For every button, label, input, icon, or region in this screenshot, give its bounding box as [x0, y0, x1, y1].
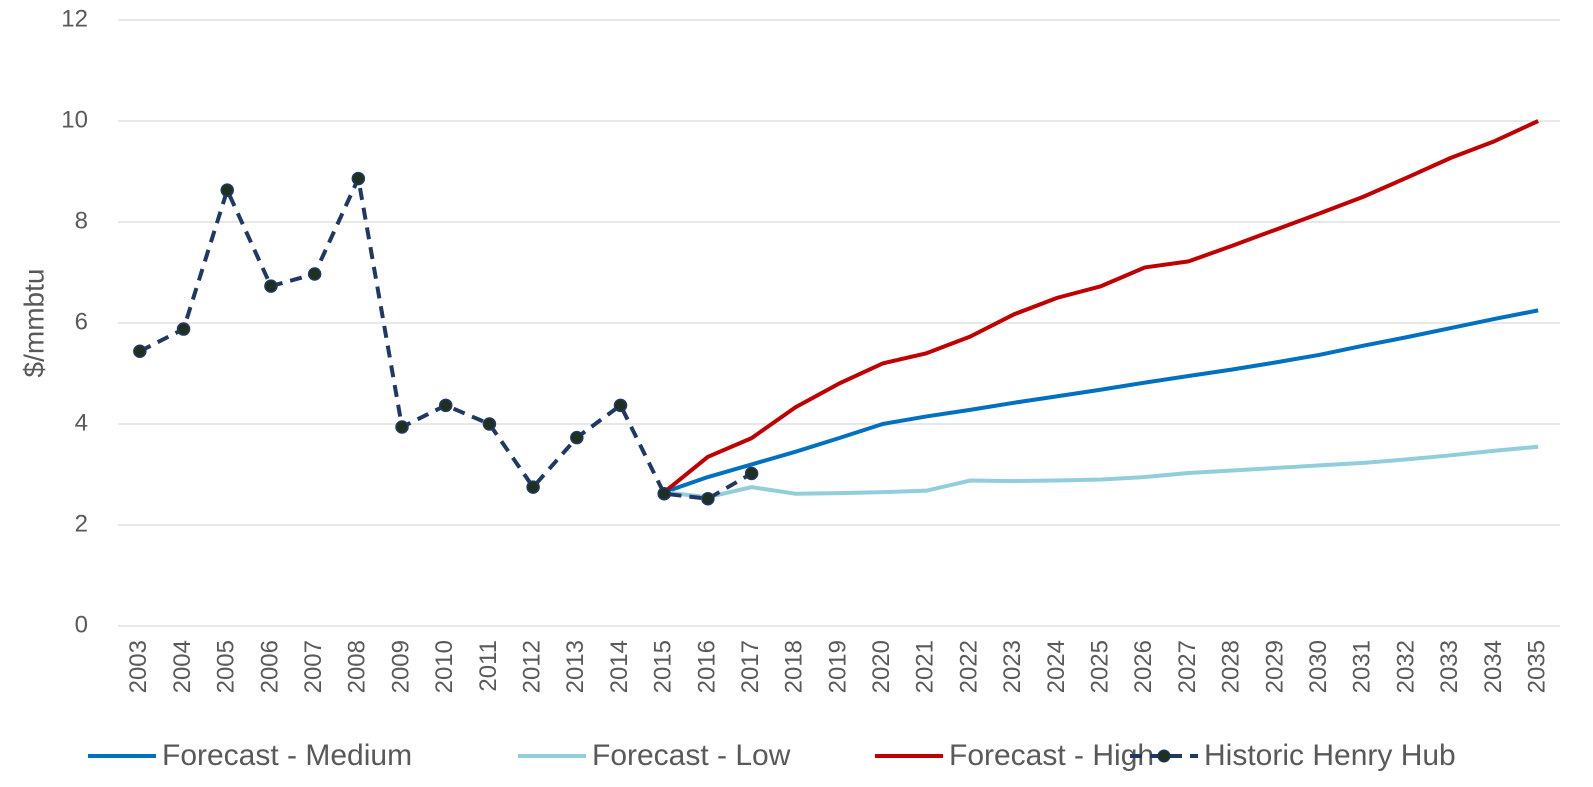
x-tick-label: 2006	[256, 640, 283, 693]
point-marker	[220, 183, 234, 197]
y-tick-label: 10	[61, 106, 88, 133]
point-marker	[395, 420, 409, 434]
series-line	[662, 119, 1539, 494]
x-tick-label: 2029	[1261, 640, 1288, 693]
legend-item: Historic Henry Hub	[1130, 739, 1456, 772]
x-tick-label: 2032	[1392, 640, 1419, 693]
x-tick-label: 2021	[912, 640, 939, 693]
x-tick-label: 2026	[1130, 640, 1157, 693]
legend-label: Forecast - High	[949, 739, 1154, 772]
point-marker	[133, 344, 147, 359]
x-tick-label: 2010	[431, 640, 458, 693]
x-tick-label: 2003	[125, 640, 152, 693]
x-tick-label: 2016	[693, 640, 720, 693]
point-marker	[482, 417, 497, 431]
x-tick-label: 2009	[387, 640, 414, 693]
x-tick-label: 2020	[868, 640, 895, 693]
y-tick-label: 4	[75, 409, 88, 436]
legend-label: Historic Henry Hub	[1204, 739, 1456, 772]
x-tick-label: 2034	[1480, 640, 1507, 693]
x-tick-label: 2023	[999, 640, 1026, 693]
point-marker	[526, 480, 540, 494]
x-tick-label: 2031	[1349, 640, 1376, 693]
point-marker	[264, 279, 278, 293]
series-line	[663, 444, 1539, 500]
x-tick-label: 2004	[169, 640, 196, 693]
point-marker	[176, 322, 191, 336]
legend-marker	[1157, 749, 1171, 763]
x-tick-label: 2024	[1043, 640, 1070, 693]
x-tick-label: 2030	[1305, 640, 1332, 693]
legend-label: Forecast - Medium	[162, 739, 412, 772]
x-tick-label: 2022	[955, 640, 982, 693]
y-tick-label: 0	[75, 611, 88, 638]
point-marker	[438, 398, 453, 413]
legend-item: Forecast - Low	[518, 739, 791, 772]
x-tick-label: 2018	[781, 640, 808, 693]
y-tick-label: 2	[75, 510, 88, 537]
y-axis-label: $/mmbtu	[18, 269, 49, 378]
x-tick-label: 2025	[1087, 640, 1114, 693]
point-marker	[613, 398, 628, 413]
y-tick-label: 8	[75, 207, 88, 234]
y-tick-label: 6	[75, 308, 88, 335]
x-tick-label: 2028	[1218, 640, 1245, 693]
x-tick-label: 2012	[518, 640, 545, 693]
point-marker	[744, 466, 759, 481]
x-tick-label: 2008	[344, 640, 371, 693]
x-tick-label: 2019	[824, 640, 851, 693]
series-line	[663, 308, 1539, 495]
series-line	[138, 176, 753, 501]
y-tick-label: 12	[61, 5, 88, 32]
x-tick-label: 2035	[1523, 640, 1550, 693]
legend-item: Forecast - Medium	[88, 739, 412, 772]
x-tick-label: 2014	[606, 640, 633, 693]
x-tick-label: 2015	[650, 640, 677, 693]
x-tick-label: 2005	[213, 640, 240, 693]
point-marker	[351, 171, 366, 186]
point-marker	[307, 267, 322, 281]
point-marker	[701, 491, 715, 506]
x-tick-label: 2027	[1174, 640, 1201, 693]
x-tick-label: 2033	[1436, 640, 1463, 693]
x-tick-label: 2017	[737, 640, 764, 693]
legend-label: Forecast - Low	[592, 739, 791, 772]
point-marker	[570, 430, 584, 445]
legend-item: Forecast - High	[875, 739, 1154, 772]
x-tick-label: 2013	[562, 640, 589, 693]
x-tick-label: 2007	[300, 640, 327, 693]
point-marker	[657, 486, 671, 501]
x-tick-label: 2011	[475, 640, 502, 692]
